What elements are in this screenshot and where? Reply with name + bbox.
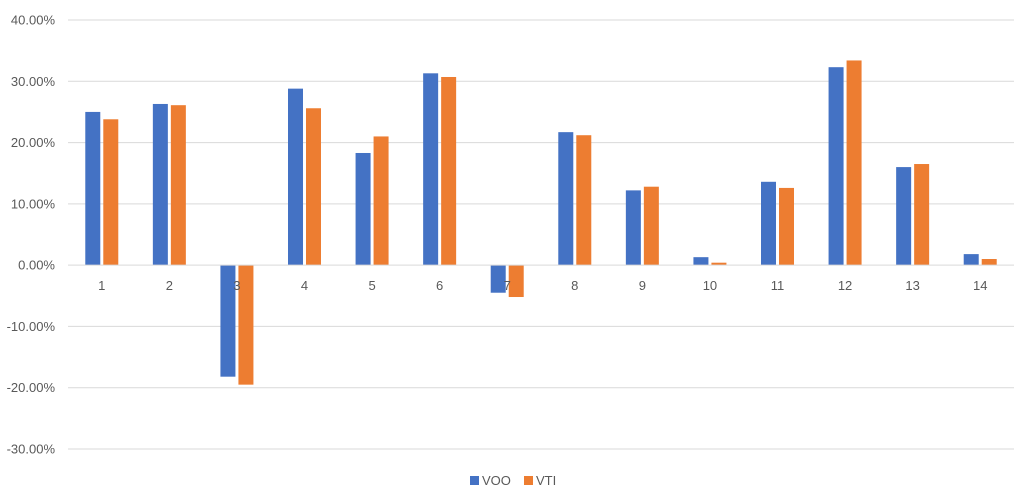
x-tick-label: 10 <box>703 278 717 293</box>
x-tick-label: 12 <box>838 278 852 293</box>
y-tick-label: 0.00% <box>18 258 55 273</box>
bar-voo-4 <box>288 88 303 266</box>
bar-voo-1 <box>85 111 101 266</box>
bar-vti-11 <box>779 187 794 266</box>
bar-voo-2 <box>152 103 168 266</box>
bar-voo-3 <box>220 265 236 377</box>
y-tick-label: -30.00% <box>7 442 56 457</box>
x-tick-label: 14 <box>973 278 987 293</box>
y-tick-label: 20.00% <box>11 135 56 150</box>
bar-vti-12 <box>846 60 862 266</box>
bar-voo-8 <box>558 132 574 266</box>
legend-label-vti: VTI <box>536 473 556 488</box>
bar-voo-9 <box>625 190 641 266</box>
bar-vti-9 <box>643 186 659 266</box>
bar-vti-10 <box>711 262 727 266</box>
x-tick-label: 13 <box>905 278 919 293</box>
x-axis-tick-labels: 1 2 3 4 5 6 7 8 9 10 11 12 13 14 <box>98 278 987 293</box>
bar-voo-12 <box>828 67 844 266</box>
x-tick-label: 9 <box>639 278 646 293</box>
bar-vti-5 <box>373 136 389 266</box>
bar-voo-6 <box>423 73 439 266</box>
x-tick-label: 3 <box>233 278 240 293</box>
y-tick-label: 10.00% <box>11 196 56 211</box>
y-tick-label: -10.00% <box>7 319 56 334</box>
gridlines <box>68 19 1014 450</box>
legend-swatch-vti <box>524 476 533 485</box>
bar-vti-3 <box>238 265 254 385</box>
bar-vti-13 <box>914 164 930 266</box>
bar-vti-8 <box>576 135 592 266</box>
x-tick-label: 7 <box>504 278 511 293</box>
x-tick-label: 11 <box>771 278 785 293</box>
x-tick-label: 5 <box>368 278 375 293</box>
y-tick-label: -20.00% <box>7 380 56 395</box>
bars <box>85 60 997 385</box>
bar-voo-7 <box>490 265 506 293</box>
bar-vti-4 <box>306 108 321 266</box>
y-tick-label: 30.00% <box>11 74 56 89</box>
bar-vti-2 <box>170 105 186 266</box>
legend-swatch-voo <box>470 476 479 485</box>
y-axis-tick-labels: -30.00% -20.00% -10.00% 0.00% 10.00% 20.00% 30… <box>7 13 56 457</box>
bar-vti-14 <box>981 259 997 266</box>
bar-vti-1 <box>103 119 119 266</box>
x-tick-label: 4 <box>301 278 308 293</box>
legend-label-voo: VOO <box>482 473 511 488</box>
bar-voo-5 <box>355 152 371 266</box>
y-tick-label: 40.00% <box>11 13 56 28</box>
bar-vti-6 <box>441 76 457 266</box>
legend: VOO VTI <box>470 473 556 488</box>
bar-voo-10 <box>693 257 709 266</box>
bar-voo-14 <box>963 254 979 266</box>
bar-vti-7 <box>508 265 524 298</box>
bar-voo-11 <box>761 181 776 266</box>
bar-voo-13 <box>896 167 912 266</box>
x-tick-label: 2 <box>166 278 173 293</box>
x-tick-label: 6 <box>436 278 443 293</box>
x-tick-label: 1 <box>98 278 105 293</box>
x-tick-label: 8 <box>571 278 578 293</box>
